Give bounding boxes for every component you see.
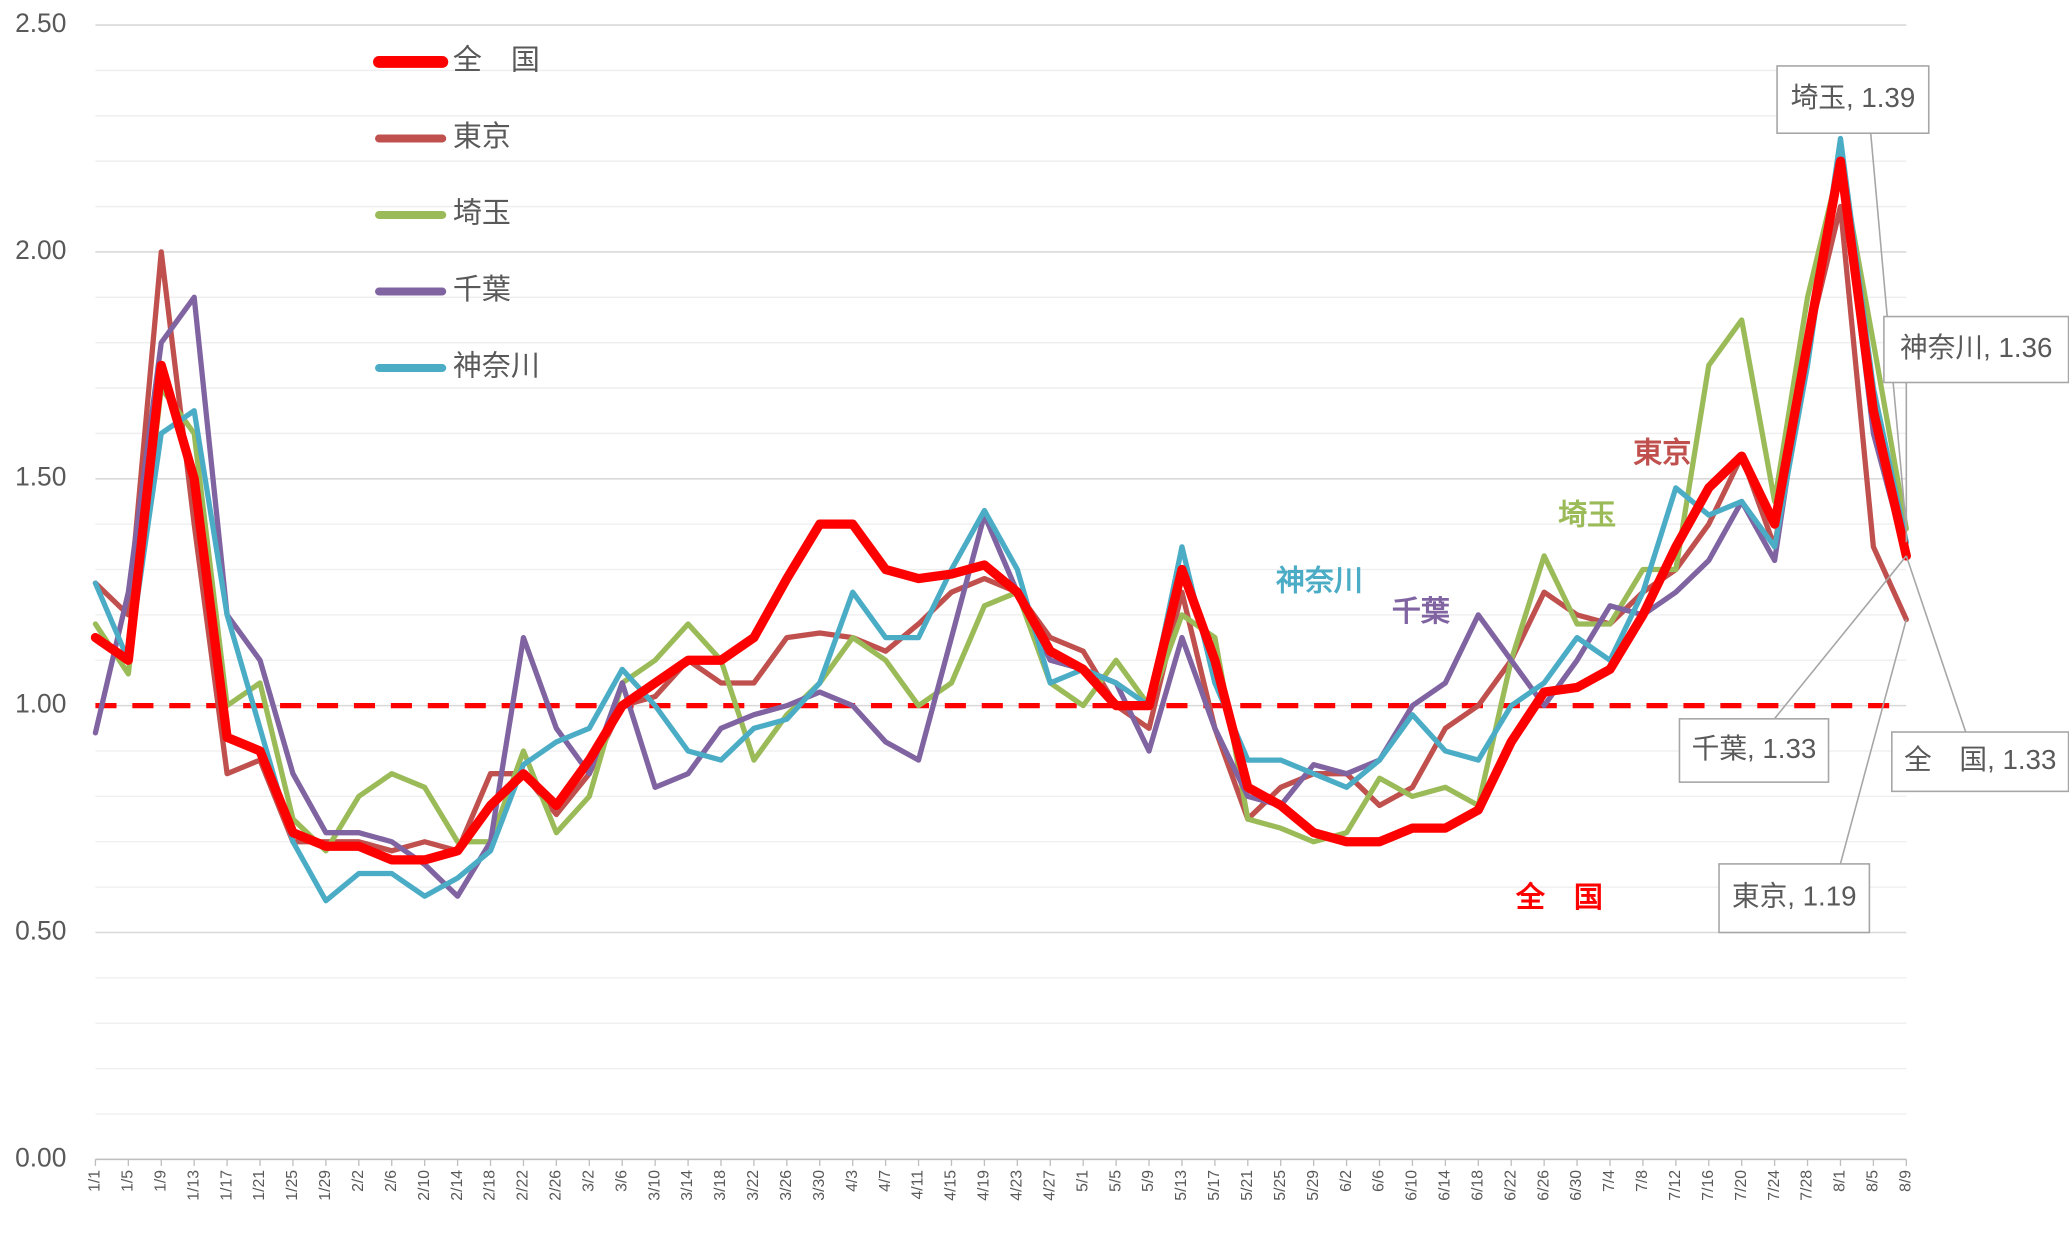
callout-label: 千葉, 1.33 xyxy=(1692,733,1817,764)
x-tick-label: 5/17 xyxy=(1206,1170,1223,1201)
callout-leader xyxy=(1905,555,1967,733)
x-tick-label: 1/25 xyxy=(284,1170,301,1201)
x-tick-label: 1/21 xyxy=(251,1170,268,1201)
series-line xyxy=(92,203,1909,854)
callout-box xyxy=(1718,863,1871,934)
callout-leader xyxy=(1773,555,1907,720)
callout-box xyxy=(1678,718,1830,783)
series-label: 東京 xyxy=(1633,436,1691,470)
series-line xyxy=(92,135,1909,904)
x-tick-label: 5/1 xyxy=(1074,1170,1091,1192)
x-tick-label: 6/6 xyxy=(1371,1170,1388,1192)
x-tick-label: 2/22 xyxy=(515,1170,532,1201)
x-tick-label: 2/6 xyxy=(383,1170,400,1192)
x-tick-label: 6/30 xyxy=(1568,1170,1585,1201)
x-tick-label: 5/21 xyxy=(1239,1170,1256,1201)
series-line xyxy=(92,158,1909,899)
x-tick-label: 1/1 xyxy=(87,1170,104,1192)
x-tick-label: 6/18 xyxy=(1469,1170,1486,1201)
x-tick-label: 3/10 xyxy=(646,1170,663,1201)
series-label: 千葉 xyxy=(1392,595,1451,628)
x-tick-label: 2/26 xyxy=(548,1170,565,1201)
x-tick-label: 1/17 xyxy=(218,1170,235,1201)
x-tick-label: 5/29 xyxy=(1305,1170,1322,1201)
y-tick-label: 0.50 xyxy=(15,915,66,945)
legend-label: 神奈川 xyxy=(453,350,540,383)
x-tick-label: 3/14 xyxy=(679,1170,696,1201)
series-label: 全 国 xyxy=(1515,880,1603,914)
x-tick-label: 1/5 xyxy=(120,1170,137,1192)
x-tick-label: 3/26 xyxy=(778,1170,795,1201)
x-tick-label: 4/3 xyxy=(844,1170,861,1192)
x-tick-label: 7/8 xyxy=(1634,1170,1651,1192)
callout-label: 全 国, 1.33 xyxy=(1904,744,2056,775)
legend-label: 全 国 xyxy=(453,44,540,77)
legend-label: 東京 xyxy=(453,120,511,153)
x-tick-label: 3/6 xyxy=(613,1170,630,1192)
x-tick-label: 4/15 xyxy=(943,1170,960,1201)
x-tick-label: 8/1 xyxy=(1832,1170,1849,1192)
x-tick-label: 6/14 xyxy=(1437,1170,1454,1201)
x-tick-label: 5/25 xyxy=(1272,1170,1289,1201)
x-tick-label: 4/7 xyxy=(877,1170,894,1192)
x-tick-label: 1/29 xyxy=(317,1170,334,1201)
y-tick-label: 2.50 xyxy=(15,8,66,38)
x-tick-label: 8/9 xyxy=(1897,1170,1914,1192)
x-tick-label: 6/26 xyxy=(1535,1170,1552,1201)
y-tick-label: 1.00 xyxy=(15,689,66,719)
x-tick-label: 1/13 xyxy=(185,1170,202,1201)
series-label: 埼玉 xyxy=(1558,499,1616,532)
y-tick-label: 1.50 xyxy=(15,462,66,492)
x-tick-label: 4/27 xyxy=(1041,1170,1058,1201)
x-tick-label: 2/10 xyxy=(416,1170,433,1201)
x-tick-label: 2/14 xyxy=(449,1170,466,1201)
x-tick-label: 5/9 xyxy=(1140,1170,1157,1192)
x-tick-label: 2/18 xyxy=(482,1170,499,1201)
x-tick-label: 7/16 xyxy=(1700,1170,1717,1201)
callout-leader xyxy=(1839,619,1908,865)
y-tick-label: 0.00 xyxy=(15,1142,66,1172)
x-tick-label: 3/30 xyxy=(811,1170,828,1201)
callout-label: 東京, 1.19 xyxy=(1732,881,1857,912)
series-line xyxy=(92,158,1909,854)
x-tick-label: 3/18 xyxy=(712,1170,729,1201)
x-tick-label: 4/19 xyxy=(976,1170,993,1201)
series-line xyxy=(90,156,1911,865)
x-tick-label: 5/5 xyxy=(1107,1170,1124,1192)
callout-label: 埼玉, 1.39 xyxy=(1791,82,1916,113)
x-tick-label: 7/24 xyxy=(1766,1170,1783,1201)
callout-box xyxy=(1891,731,2069,793)
x-tick-label: 6/2 xyxy=(1338,1170,1355,1192)
series-label: 神奈川 xyxy=(1276,565,1363,598)
callout-box xyxy=(1776,65,1930,135)
x-tick-label: 6/10 xyxy=(1404,1170,1421,1201)
callout-label: 神奈川, 1.36 xyxy=(1900,332,2052,363)
x-tick-label: 6/22 xyxy=(1502,1170,1519,1201)
x-tick-label: 8/5 xyxy=(1865,1170,1882,1192)
x-tick-label: 5/13 xyxy=(1173,1170,1190,1201)
x-tick-label: 3/22 xyxy=(745,1170,762,1201)
y-tick-label: 2.00 xyxy=(15,235,66,265)
x-tick-label: 7/12 xyxy=(1667,1170,1684,1201)
legend-label: 千葉 xyxy=(453,273,511,306)
x-tick-label: 7/4 xyxy=(1601,1170,1618,1192)
x-tick-label: 4/23 xyxy=(1009,1170,1026,1201)
x-tick-label: 7/20 xyxy=(1733,1170,1750,1201)
x-tick-label: 7/28 xyxy=(1799,1170,1816,1201)
x-tick-label: 1/9 xyxy=(152,1170,169,1192)
callout-box xyxy=(1883,315,2069,384)
x-tick-label: 2/2 xyxy=(350,1170,367,1192)
legend-label: 埼玉 xyxy=(453,197,511,230)
x-tick-label: 3/2 xyxy=(580,1170,597,1192)
x-tick-label: 4/11 xyxy=(910,1170,927,1200)
